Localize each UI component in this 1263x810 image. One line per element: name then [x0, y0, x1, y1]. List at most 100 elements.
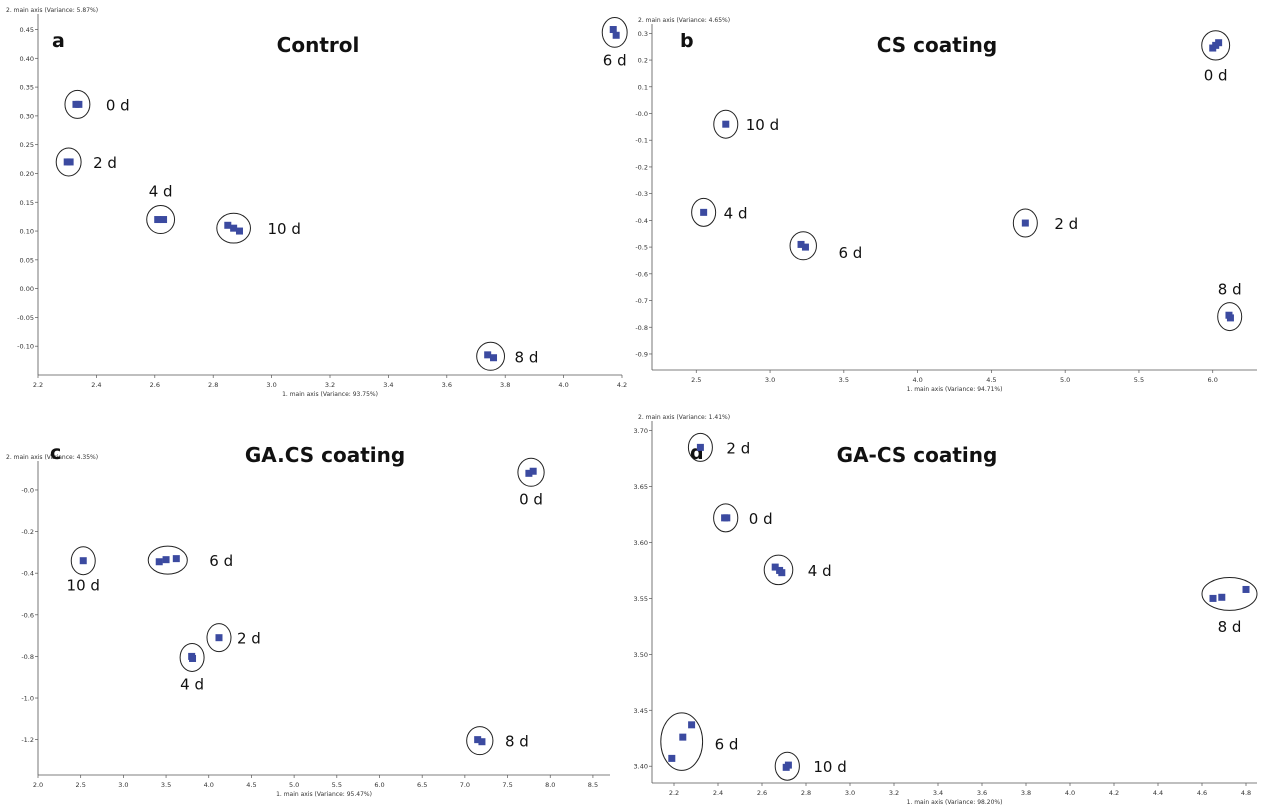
y-axis-label: 2. main axis (Variance: 4.65%)	[638, 17, 730, 24]
x-tick-label: 3.4	[383, 381, 393, 389]
x-tick-label: 3.0	[765, 376, 775, 384]
x-tick-label: 4.5	[246, 781, 256, 789]
data-point	[189, 654, 197, 662]
y-tick-label: -0.0	[635, 110, 648, 118]
data-point	[490, 354, 498, 362]
panel-c: 2. main axis (Variance: 4.35%) 1. main ax…	[0, 405, 631, 810]
x-tick-label: 4.2	[1109, 789, 1119, 797]
x-tick-label: 7.0	[460, 781, 470, 789]
x-tick-label: 3.5	[839, 376, 849, 384]
group-label: 6 d	[715, 736, 739, 754]
panel-title: Control	[277, 33, 360, 57]
x-tick-label: 4.4	[1153, 789, 1163, 797]
group-ellipse	[687, 432, 713, 462]
y-tick-label: -0.8	[21, 653, 34, 661]
chart-d: 2. main axis (Variance: 1.41%) 1. main ax…	[634, 414, 1258, 806]
group-ellipse	[789, 231, 817, 261]
data-point	[612, 31, 620, 39]
x-tick-label: 2.2	[669, 789, 679, 797]
group-label: 4 d	[808, 562, 832, 580]
y-tick-label: -0.5	[635, 244, 648, 252]
y-tick-label: 0.20	[20, 170, 34, 178]
group-label: 10 d	[746, 116, 779, 134]
data-point	[224, 221, 232, 229]
y-tick-label: 0.2	[638, 57, 648, 65]
group-ellipse	[601, 17, 628, 48]
data-point	[797, 240, 805, 248]
x-tick-label: 2.4	[713, 789, 723, 797]
x-tick-label: 3.8	[500, 381, 510, 389]
panel-letter: b	[680, 30, 694, 52]
y-tick-label: -0.9	[635, 350, 648, 358]
panel-b: 2. main axis (Variance: 4.65%) 1. main ax…	[632, 0, 1263, 405]
x-tick-label: 3.0	[266, 381, 276, 389]
y-tick-label: -1.0	[21, 695, 34, 703]
chart-a: 2. main axis (Variance: 5.87%) 1. main ax…	[6, 7, 628, 398]
group-ellipse	[466, 726, 494, 756]
x-tick-label: 4.6	[1197, 789, 1207, 797]
y-tick-label: 0.1	[638, 83, 648, 91]
data-point	[1209, 594, 1217, 602]
group-ellipse	[70, 546, 96, 576]
group-ellipse	[216, 212, 251, 244]
y-tick-label: 3.55	[634, 595, 648, 603]
y-tick-label: 0.3	[638, 30, 648, 38]
x-tick-label: 3.8	[1021, 789, 1031, 797]
x-tick-label: 4.0	[204, 781, 214, 789]
group-label: 8 d	[1218, 281, 1242, 299]
group-label: 6 d	[838, 244, 862, 262]
x-tick-label: 2.6	[150, 381, 160, 389]
x-tick-label: 3.6	[442, 381, 452, 389]
x-tick-label: 2.5	[691, 376, 701, 384]
group-label: 4 d	[180, 675, 204, 693]
data-point	[230, 224, 238, 232]
data-point	[474, 736, 482, 744]
data-point	[154, 216, 162, 224]
group-label: 2 d	[726, 439, 750, 457]
panel-title: GA-CS coating	[837, 443, 998, 467]
data-point	[688, 721, 696, 729]
group-label: 8 d	[515, 348, 539, 366]
y-tick-label: 3.70	[634, 427, 648, 435]
x-tick-label: 2.8	[208, 381, 218, 389]
x-tick-label: 4.0	[912, 376, 922, 384]
chart-b: 2. main axis (Variance: 4.65%) 1. main ax…	[635, 17, 1257, 393]
x-tick-label: 4.2	[617, 381, 627, 389]
x-tick-label: 7.5	[502, 781, 512, 789]
x-tick-label: 5.0	[289, 781, 299, 789]
group-ellipse	[64, 89, 91, 119]
group-ellipse	[476, 341, 506, 371]
group-ellipse	[1201, 30, 1231, 61]
x-tick-label: 3.6	[977, 789, 987, 797]
group-label: 4 d	[149, 183, 173, 201]
x-tick-label: 4.5	[986, 376, 996, 384]
x-tick-label: 2.6	[757, 789, 767, 797]
y-tick-label: 0.35	[20, 84, 34, 92]
y-tick-label: -0.6	[635, 270, 648, 278]
y-tick-label: 0.00	[20, 285, 34, 293]
data-point	[1226, 314, 1234, 322]
data-point	[1242, 585, 1250, 593]
x-tick-label: 5.0	[1060, 376, 1070, 384]
group-label: 2 d	[1054, 215, 1078, 233]
y-tick-label: 3.50	[634, 651, 648, 659]
group-ellipse	[713, 503, 739, 533]
x-tick-label: 2.4	[91, 381, 101, 389]
x-tick-label: 6.5	[417, 781, 427, 789]
data-point	[172, 555, 180, 563]
x-tick-label: 3.0	[118, 781, 128, 789]
group-label: 0 d	[1204, 66, 1228, 84]
x-tick-label: 8.0	[545, 781, 555, 789]
group-ellipse	[55, 147, 82, 177]
data-point	[66, 158, 74, 166]
x-tick-label: 6.0	[1208, 376, 1218, 384]
data-point	[679, 733, 687, 741]
y-tick-label: 3.60	[634, 539, 648, 547]
group-label: 8 d	[505, 733, 529, 751]
y-tick-label: -0.3	[635, 190, 648, 198]
y-tick-label: 0.40	[20, 55, 34, 63]
y-tick-label: 0.10	[20, 228, 34, 236]
x-tick-label: 2.2	[33, 381, 43, 389]
data-point	[722, 120, 730, 128]
data-point	[215, 634, 223, 642]
